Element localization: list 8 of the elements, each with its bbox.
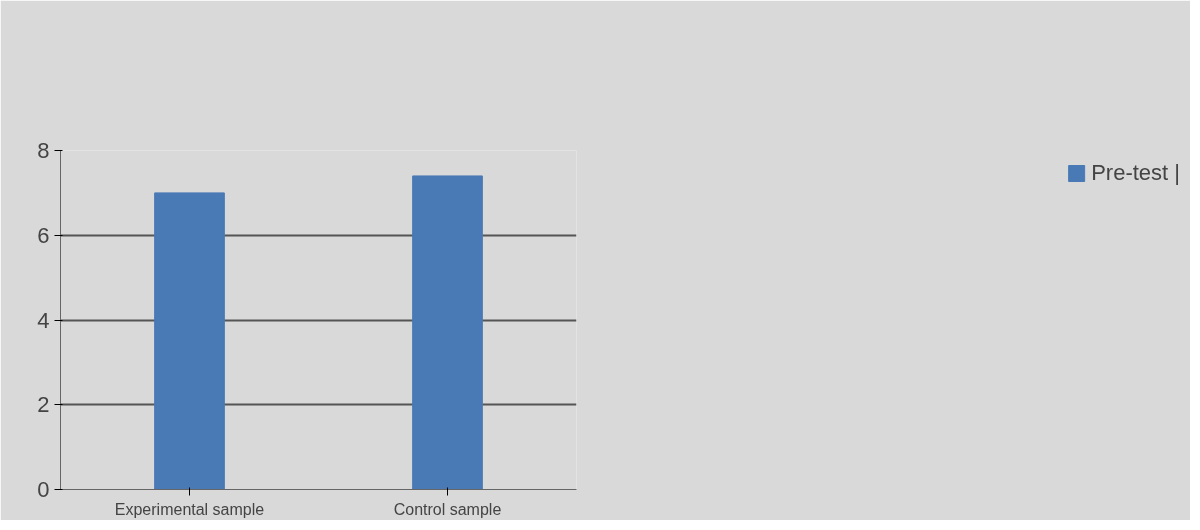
x-tick-label: Control sample [393, 500, 502, 518]
legend-label: Pre-test | [1091, 160, 1180, 186]
y-tick-label: 6 [37, 222, 50, 248]
y-tick-label: 4 [37, 307, 50, 333]
y-tick-label: 0 [37, 477, 50, 502]
y-tick-label: 8 [37, 138, 50, 163]
x-tick-label: Experimental sample [114, 500, 265, 518]
y-tick-label: 2 [37, 392, 50, 418]
